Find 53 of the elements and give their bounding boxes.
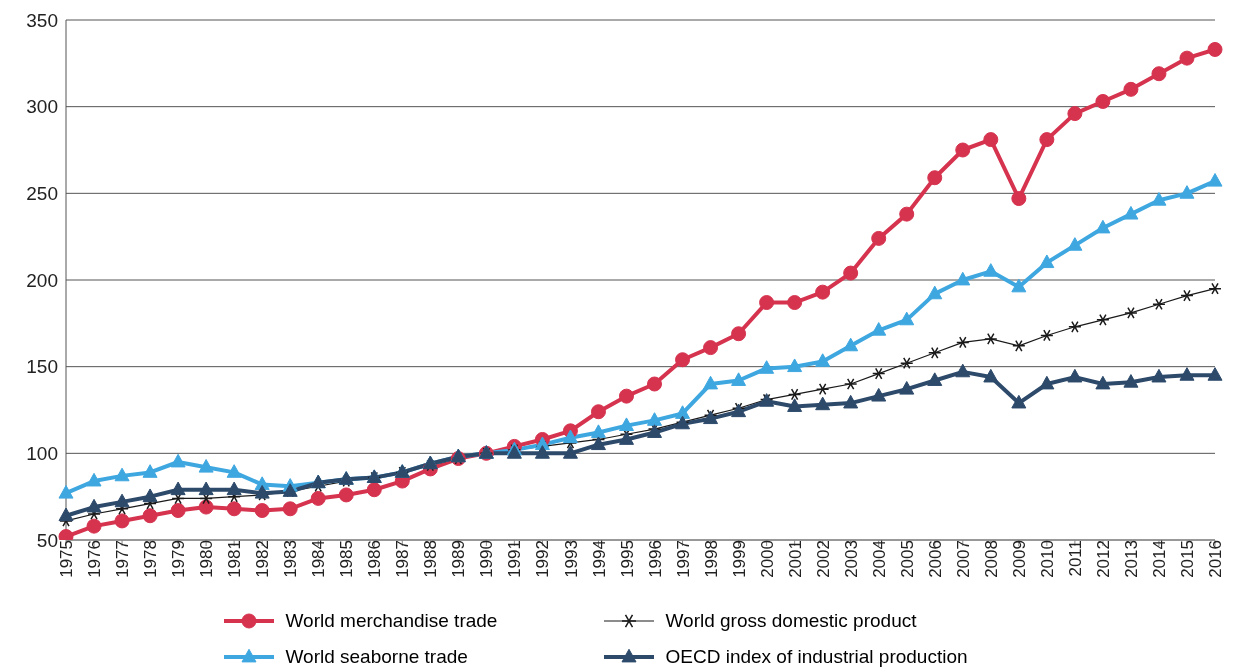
x-tick-label: 2001 — [785, 540, 805, 578]
y-tick-label: 350 — [26, 9, 58, 31]
x-tick-label: 2006 — [925, 540, 945, 578]
x-tick-label: 1979 — [169, 540, 189, 578]
x-tick-label: 2003 — [841, 540, 861, 578]
x-tick-label: 1978 — [141, 540, 161, 578]
x-tick-label: 1991 — [505, 540, 525, 578]
x-tick-label: 1997 — [673, 540, 693, 578]
x-tick-label: 2004 — [869, 540, 889, 578]
legend-label: World seaborne trade — [285, 646, 468, 668]
x-tick-label: 1985 — [337, 540, 357, 578]
x-tick-label: 1986 — [365, 540, 385, 578]
x-tick-label: 1977 — [113, 540, 133, 578]
x-tick-label: 2012 — [1093, 540, 1113, 578]
x-tick-label: 1998 — [701, 540, 721, 578]
x-tick-label: 1984 — [309, 540, 329, 578]
y-tick-label: 250 — [26, 183, 58, 205]
x-tick-label: 1992 — [533, 540, 553, 578]
x-tick-label: 1999 — [729, 540, 749, 578]
x-tick-label: 2009 — [1009, 540, 1029, 578]
x-tick-label: 1976 — [85, 540, 105, 578]
x-tick-label: 2013 — [1122, 540, 1141, 578]
y-tick-label: 100 — [26, 443, 58, 465]
x-tick-label: 1983 — [281, 540, 301, 578]
x-tick-label: 1994 — [589, 540, 609, 578]
x-tick-label: 2015 — [1178, 540, 1198, 578]
legend-label: OECD index of industrial production — [665, 646, 968, 668]
x-tick-label: 1988 — [421, 540, 441, 578]
x-tick-label: 1996 — [645, 540, 665, 578]
x-tick-label: 2002 — [813, 540, 833, 578]
y-tick-label: 300 — [26, 96, 58, 118]
x-tick-label: 1990 — [477, 540, 497, 578]
x-tick-label: 1982 — [253, 540, 273, 578]
x-tick-label: 1993 — [561, 540, 581, 578]
x-tick-label: 2010 — [1037, 540, 1057, 578]
x-tick-label: 1987 — [393, 540, 413, 578]
legend-label: World gross domestic product — [665, 610, 917, 632]
x-tick-label: 2014 — [1150, 540, 1170, 578]
y-tick-label: 150 — [26, 356, 58, 378]
x-tick-label: 1975 — [57, 540, 77, 578]
x-tick-label: 1995 — [617, 540, 637, 578]
x-tick-label: 2011 — [1065, 540, 1085, 577]
x-tick-label: 1980 — [197, 540, 217, 578]
x-tick-label: 1989 — [449, 540, 469, 578]
x-tick-label: 2008 — [981, 540, 1001, 578]
x-tick-label: 2016 — [1206, 540, 1226, 578]
x-tick-label: 2007 — [953, 540, 973, 578]
y-tick-label: 200 — [26, 269, 58, 291]
x-tick-label: 1981 — [225, 540, 245, 578]
x-tick-label: 2000 — [757, 540, 777, 578]
y-tick-label: 50 — [36, 529, 58, 551]
x-tick-label: 2005 — [897, 540, 917, 578]
legend-label: World merchandise trade — [285, 610, 498, 632]
